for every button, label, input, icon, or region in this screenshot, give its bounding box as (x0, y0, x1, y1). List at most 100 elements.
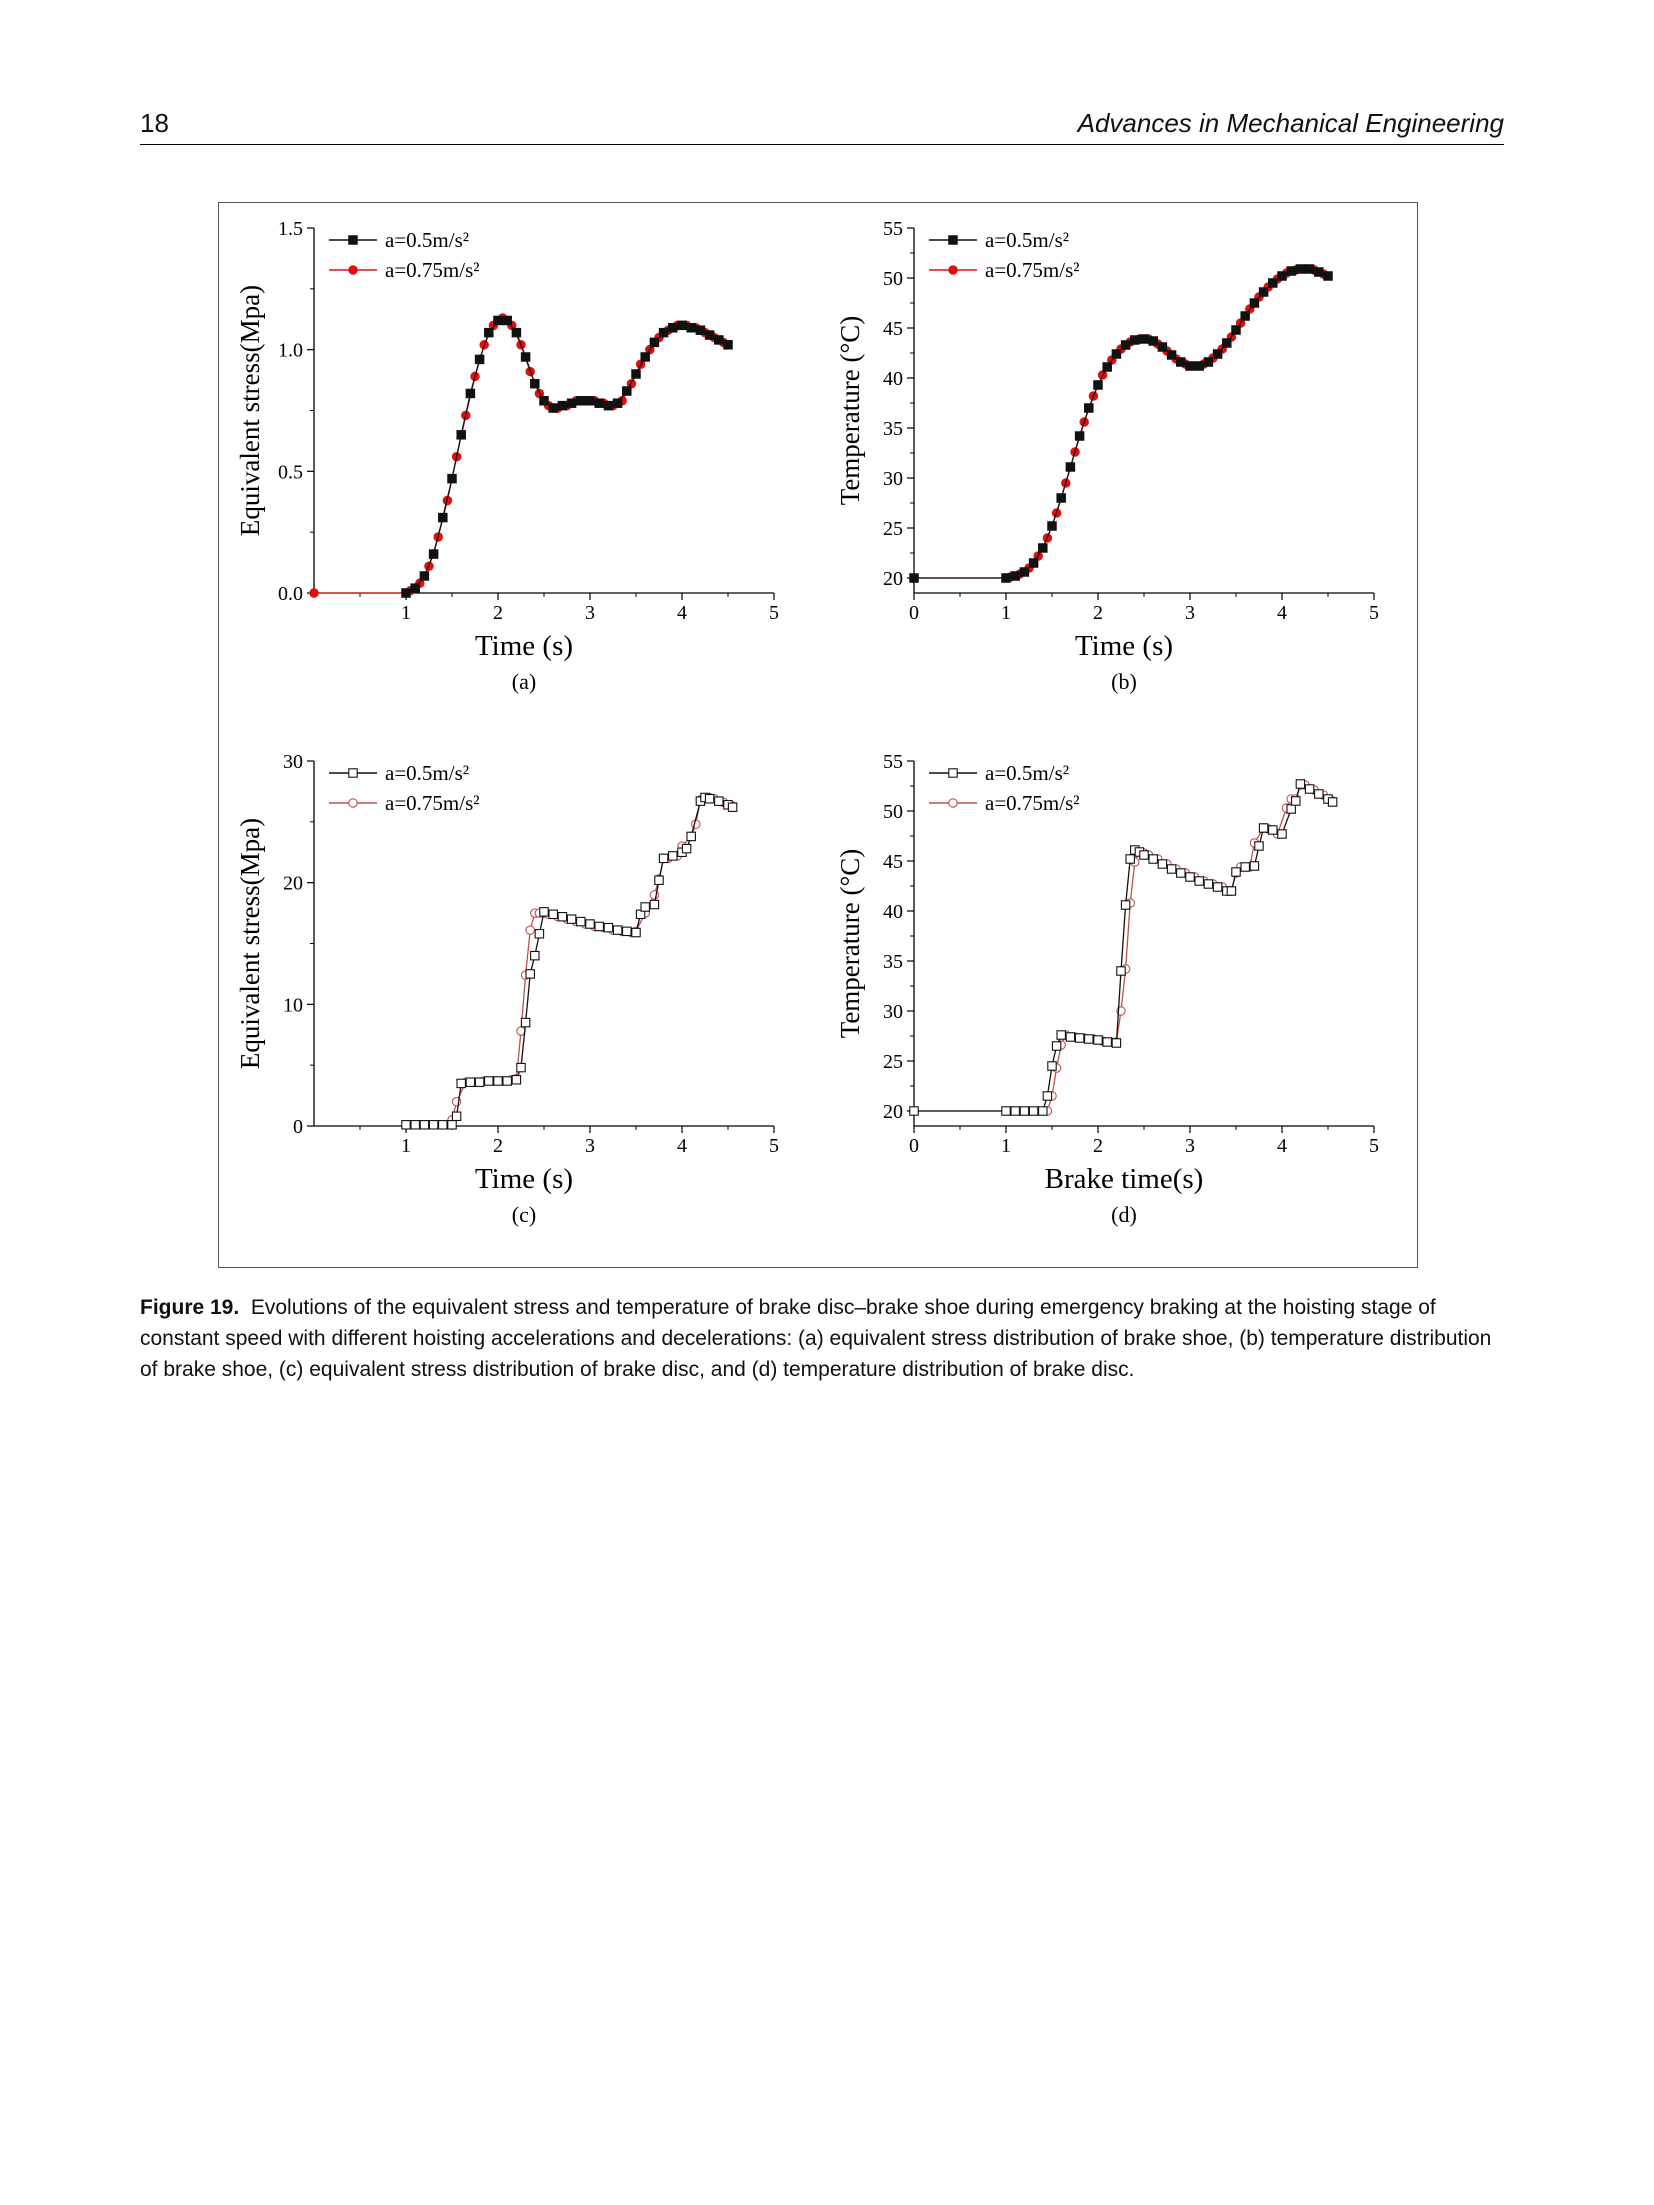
legend-label: a=0.5m/s² (385, 228, 469, 252)
legend-label: a=0.75m/s² (385, 258, 480, 282)
x-tick-label: 4 (677, 602, 687, 624)
series-1-point (1157, 342, 1168, 352)
series-1-point (649, 899, 660, 910)
series-1-point (1019, 567, 1030, 577)
y-tick-label: 20 (883, 1101, 903, 1123)
legend-marker (348, 798, 358, 808)
series-1-point (909, 573, 919, 583)
series-1-point (1203, 357, 1214, 367)
series-1-point (456, 430, 466, 440)
series-1-point (1148, 854, 1158, 864)
series-2-group (909, 264, 1329, 583)
y-tick-label: 20 (883, 568, 903, 590)
series-1-point (1010, 1106, 1020, 1116)
series-1-point (493, 1076, 503, 1086)
series-1-point (585, 396, 595, 406)
y-tick-label: 25 (883, 1051, 903, 1073)
x-tick-label: 0 (909, 602, 919, 624)
series-1-point (1268, 825, 1278, 835)
series-1-point (428, 549, 439, 559)
y-tick-label: 30 (883, 1001, 903, 1023)
series-1-point (1268, 278, 1278, 288)
series-1-point (727, 802, 738, 812)
y-axis-label: Temperature (°C) (835, 316, 865, 506)
series-1-point (1028, 558, 1039, 568)
series-1-point (1240, 311, 1250, 321)
x-tick-label: 2 (1093, 1135, 1103, 1157)
y-tick-label: 50 (883, 268, 903, 290)
series-1-point (1116, 966, 1126, 976)
series-1-point (465, 388, 476, 399)
series-1-point (1157, 859, 1168, 869)
x-tick-label: 0 (909, 1135, 919, 1157)
series-1-point (484, 327, 494, 338)
series-1-point (1065, 462, 1076, 472)
series-1-line (914, 268, 1329, 579)
x-tick-label: 3 (1185, 1135, 1195, 1157)
legend-marker (348, 768, 358, 778)
series-1-point (1226, 886, 1237, 896)
series-1-point (631, 369, 641, 379)
series-1-point (622, 386, 632, 396)
legend-label: a=0.75m/s² (985, 791, 1080, 815)
series-1-point (1166, 864, 1177, 874)
legend-label: a=0.5m/s² (985, 761, 1069, 785)
series-1-point (1203, 879, 1214, 889)
series-1-point (1254, 841, 1264, 851)
series-1-point (1139, 850, 1149, 860)
series-1-point (631, 927, 641, 938)
series-2-line (914, 268, 1324, 579)
series-1-point (612, 398, 623, 408)
series-1-point (502, 315, 512, 326)
series-1-point (658, 327, 669, 338)
y-tick-label: 35 (883, 418, 903, 440)
x-axis-label: Brake time(s) (1045, 1163, 1204, 1195)
series-1-point (1042, 1091, 1053, 1101)
chart-panel-a: 1 2 3 4 5 0.0 0.5 1.0 1.5 Time (s) Equivalent stre… (219, 203, 819, 736)
series-1-point (502, 1076, 512, 1086)
y-tick-label: 45 (883, 851, 903, 873)
series-1-point (451, 1111, 462, 1122)
series-1-point (1093, 1035, 1103, 1045)
series-1-point (654, 875, 664, 885)
caption-label: Figure 19. (140, 1296, 240, 1319)
series-1-point (534, 929, 545, 939)
x-axis-label: Time (s) (475, 1163, 573, 1195)
series-1-point (1102, 362, 1112, 372)
x-tick-label: 1 (401, 602, 411, 624)
series-1-point (603, 922, 614, 933)
series-1-point (1286, 266, 1296, 276)
series-1-point (1304, 784, 1315, 794)
legend-label: a=0.75m/s² (985, 258, 1080, 282)
series-1-point (1185, 361, 1195, 371)
series-1-point (1295, 779, 1306, 789)
x-tick-label: 1 (1001, 1135, 1011, 1157)
series-1-point (1194, 361, 1204, 371)
y-tick-label: 45 (883, 318, 903, 340)
series-1-point (909, 1106, 919, 1116)
y-tick-label: 10 (283, 994, 303, 1016)
series-1-point (1074, 1033, 1085, 1043)
series-1-point (1056, 1030, 1066, 1040)
series-1-point (1093, 380, 1103, 390)
legend-label: a=0.75m/s² (385, 791, 480, 815)
legend-marker (348, 265, 358, 275)
series-1-point (1139, 334, 1149, 344)
y-tick-label: 35 (883, 951, 903, 973)
series-1-point (677, 320, 687, 331)
series-1-point (525, 969, 535, 979)
series-1-point (539, 907, 549, 917)
series-1-point (419, 1120, 430, 1130)
series-1-point (1120, 900, 1131, 910)
series-1-point (419, 571, 430, 581)
y-tick-label: 55 (883, 751, 903, 773)
series-1-point (1047, 1061, 1057, 1071)
series-1-point (1166, 350, 1177, 360)
series-1-point (1222, 338, 1232, 348)
series-1-point (484, 1076, 494, 1086)
series-1-point (557, 911, 568, 922)
series-1-point (640, 902, 650, 912)
series-1-point (649, 337, 660, 348)
legend-marker (348, 235, 358, 245)
series-1-point (520, 1017, 531, 1028)
